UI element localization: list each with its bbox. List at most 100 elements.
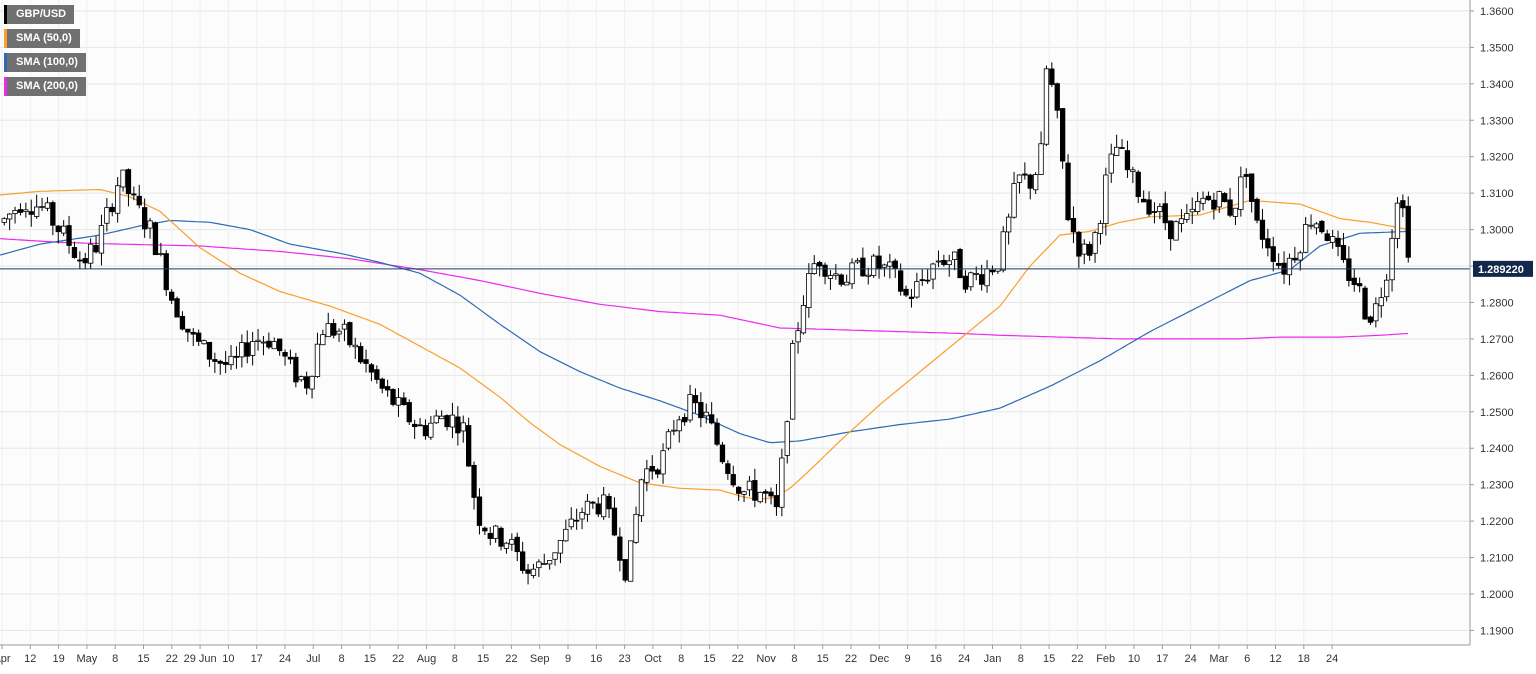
candle-body-down — [822, 264, 828, 277]
candle — [120, 169, 126, 192]
candle-body-down — [622, 559, 628, 581]
candle-body-up — [746, 480, 753, 491]
candle-body-down — [817, 262, 823, 267]
candle-body-down — [590, 501, 596, 504]
candle — [1211, 192, 1217, 220]
candle-body-down — [979, 274, 985, 285]
x-tick-label: May — [77, 653, 98, 665]
candle — [1087, 241, 1093, 261]
candle-body-down — [71, 247, 78, 258]
candle-body-down — [1335, 237, 1341, 247]
candle — [520, 541, 526, 574]
candle-body-down — [282, 352, 288, 357]
candle-body-down — [195, 332, 202, 342]
sma-100-layer — [0, 219, 1409, 444]
x-tick-label: 15 — [703, 653, 715, 665]
y-tick-label: 1.1900 — [1480, 625, 1514, 637]
candle — [104, 198, 110, 232]
candle — [433, 409, 439, 424]
candle-body-down — [1060, 108, 1066, 162]
candle — [287, 349, 294, 365]
candle — [1362, 285, 1368, 320]
candle-body-down — [93, 245, 99, 253]
candle-body-up — [341, 323, 348, 330]
candle-body-down — [190, 331, 196, 335]
candle-body-up — [147, 220, 153, 229]
candle-body-down — [368, 364, 375, 373]
candle-body-up — [935, 260, 942, 263]
candle — [1335, 230, 1341, 257]
candle — [719, 441, 726, 464]
candle-body-up — [88, 243, 94, 264]
candle-body-down — [1367, 316, 1374, 323]
candle — [55, 225, 61, 244]
x-tick-label: 19 — [52, 653, 64, 665]
candle — [854, 257, 861, 264]
x-tick-label: 8 — [452, 653, 458, 665]
candle — [1324, 229, 1330, 242]
candle — [590, 500, 596, 509]
candle-body-up — [325, 323, 331, 338]
candle-body-down — [1259, 219, 1266, 240]
candle-body-up — [509, 538, 515, 545]
x-tick-label: 17 — [251, 653, 263, 665]
candle — [660, 443, 666, 484]
candle — [34, 194, 40, 219]
candle — [1232, 207, 1239, 226]
candle-body-up — [228, 355, 234, 366]
candle — [282, 349, 288, 366]
sma-50-layer — [0, 188, 1409, 500]
candle-body-down — [962, 275, 969, 290]
candle-body-up — [849, 262, 855, 285]
candle — [1173, 220, 1179, 241]
y-tick-label: 1.2000 — [1480, 589, 1514, 601]
candle-body-up — [503, 542, 510, 549]
x-tick-label: 22 — [166, 653, 178, 665]
candle-body-down — [655, 469, 661, 475]
candle — [1286, 253, 1293, 286]
candle — [77, 251, 83, 270]
last-price-label: 1.289220 — [1478, 264, 1524, 276]
candle — [201, 339, 207, 345]
candle — [298, 375, 304, 382]
candle — [185, 328, 191, 342]
x-axis-ticks: Apr 12 19 May 8 15 22 29 Jun 10 17 24 Jul 8 15 22 Aug 8 1… — [0, 645, 1338, 665]
candle-body-up — [1103, 174, 1109, 225]
candle-body-up — [1232, 207, 1239, 217]
candle — [325, 312, 331, 338]
legend-label: SMA (50,0) — [16, 32, 72, 44]
candle-body-up — [1114, 146, 1120, 156]
candle-body-up — [1303, 224, 1309, 253]
candle — [833, 264, 839, 280]
candle-body-down — [730, 474, 736, 486]
candle — [1308, 214, 1314, 230]
candle-body-up — [428, 422, 434, 438]
candle — [536, 559, 542, 577]
candle-body-down — [363, 359, 369, 364]
candle — [584, 493, 591, 522]
candle — [741, 490, 747, 503]
candle — [844, 274, 850, 286]
candle-body-down — [838, 274, 844, 285]
candle — [925, 269, 931, 284]
candle — [941, 254, 947, 267]
candle — [190, 328, 196, 347]
candle-body-down — [719, 444, 726, 463]
candle — [563, 519, 569, 542]
candle-body-down — [898, 270, 904, 292]
candle — [1070, 206, 1077, 244]
candle-body-up — [536, 561, 542, 569]
x-tick-label: 9 — [905, 653, 911, 665]
candle — [1405, 196, 1411, 263]
candle — [622, 559, 628, 583]
x-tick-label: 22 — [1071, 653, 1083, 665]
candle-body-down — [1049, 68, 1055, 85]
candle — [1292, 246, 1298, 264]
candle — [736, 486, 742, 501]
candle-body-up — [61, 225, 67, 234]
candle — [671, 420, 677, 436]
y-axis-ticks: 1.3600 1.3500 1.3400 1.3300 1.3200 1.3100 1.30… — [1470, 6, 1514, 637]
candle-body-up — [1308, 224, 1314, 227]
